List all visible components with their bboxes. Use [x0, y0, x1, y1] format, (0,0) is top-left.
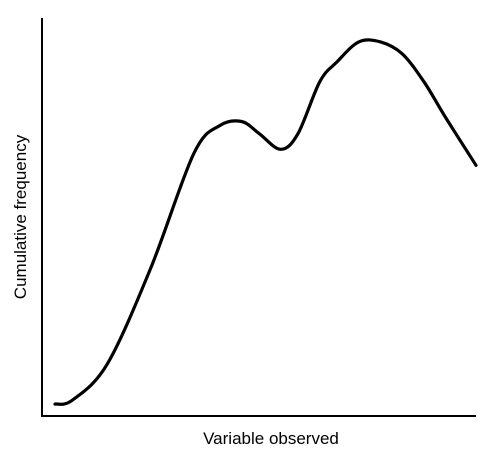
y-axis-label: Cumulative frequency	[11, 134, 30, 299]
series-curve	[53, 38, 478, 406]
x-axis-label: Variable observed	[203, 429, 339, 448]
